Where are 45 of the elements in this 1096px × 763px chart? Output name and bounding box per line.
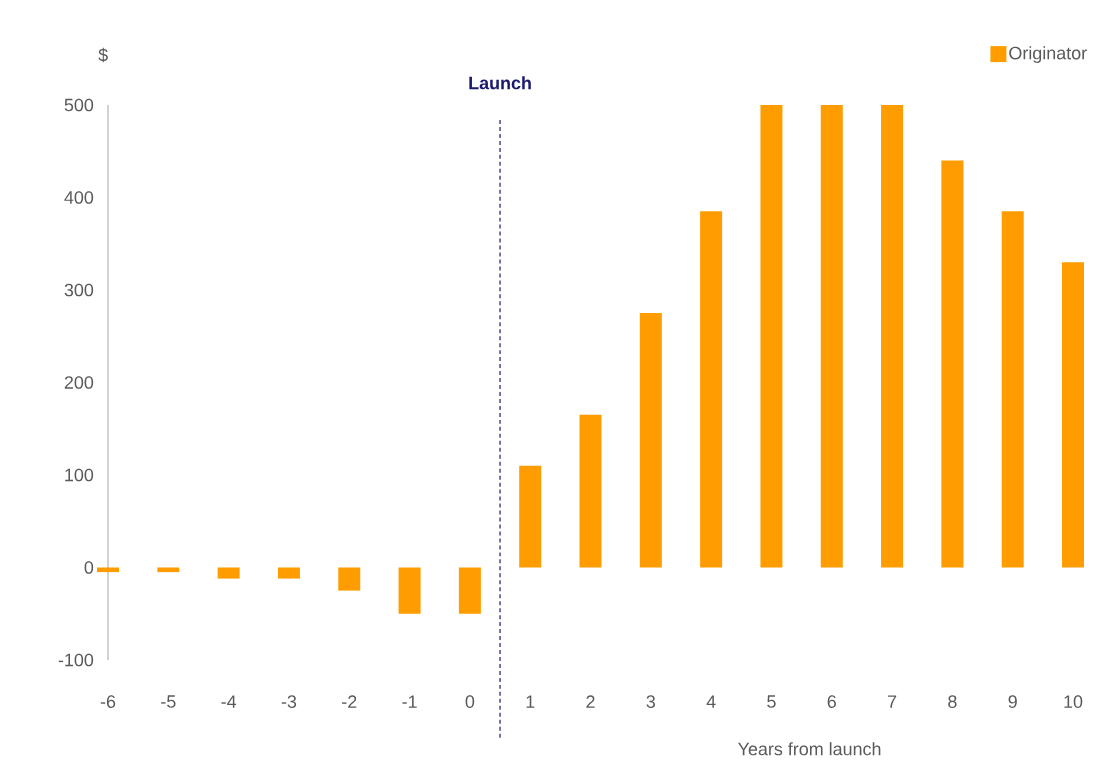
bar xyxy=(700,211,723,568)
bar xyxy=(217,567,240,579)
x-tick-label: 9 xyxy=(1008,695,1017,708)
y-tick-label: 500 xyxy=(64,98,94,112)
x-tick-label: 5 xyxy=(767,695,776,708)
y-tick-label: 300 xyxy=(64,283,94,297)
x-tick-label: 4 xyxy=(706,695,716,708)
y-tick-label: 0 xyxy=(84,561,94,574)
bar xyxy=(881,104,904,568)
x-tick-label: -3 xyxy=(281,695,297,708)
x-tick-label: 7 xyxy=(888,695,897,708)
bar xyxy=(277,567,300,579)
x-tick-label: 8 xyxy=(948,695,957,708)
bar xyxy=(639,313,662,568)
y-tick-label: 400 xyxy=(64,191,94,204)
bar xyxy=(157,567,180,573)
y-axis-title: $ xyxy=(98,47,108,63)
x-tick-label: -6 xyxy=(100,695,116,708)
bar xyxy=(1062,262,1085,568)
bar xyxy=(760,104,783,568)
x-tick-label: -5 xyxy=(161,695,176,708)
legend-label: Originator xyxy=(1009,46,1087,63)
bar xyxy=(97,567,120,573)
bar xyxy=(941,160,964,568)
x-tick-label: 6 xyxy=(827,695,836,708)
x-tick-label: 10 xyxy=(1064,695,1083,708)
y-tick-label: -100 xyxy=(58,653,94,667)
x-tick-label: 1 xyxy=(526,695,535,708)
y-tick-label: 200 xyxy=(64,376,94,389)
x-axis-title: Years from launch xyxy=(738,742,881,756)
x-tick-label: 0 xyxy=(465,695,475,708)
ref-line-label: Launch xyxy=(469,76,531,90)
x-tick-label: -4 xyxy=(221,695,237,708)
bar xyxy=(579,414,602,568)
x-tick-label: -1 xyxy=(402,695,417,708)
bar xyxy=(820,104,843,568)
y-tick-label: 100 xyxy=(65,468,94,482)
bar xyxy=(398,567,421,614)
bar xyxy=(458,567,481,614)
x-tick-label: 3 xyxy=(646,695,656,708)
bar xyxy=(519,465,542,568)
bar xyxy=(338,567,361,591)
x-tick-label: -2 xyxy=(342,695,357,708)
bar xyxy=(1001,211,1024,568)
x-tick-label: 2 xyxy=(586,695,595,708)
